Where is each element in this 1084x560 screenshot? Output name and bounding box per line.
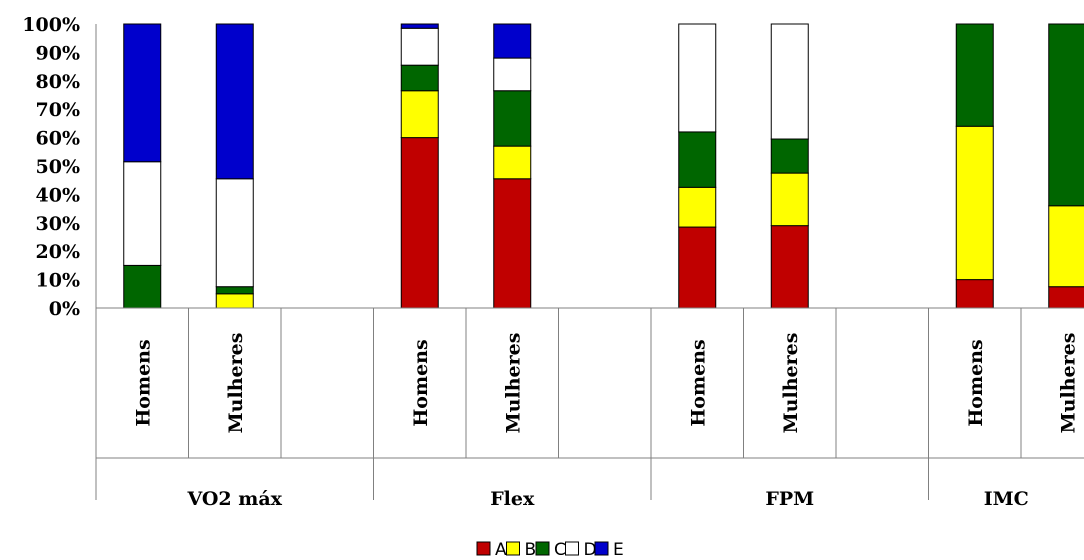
bar-segment-C [770, 138, 809, 174]
category-labels: Homens Mulheres Homens Mulheres Homens Mulher… [132, 333, 1079, 434]
legend-swatch-E [594, 541, 609, 556]
legend-label: A [495, 540, 507, 560]
bar-segment-C [1048, 23, 1084, 207]
bar-segment-E [123, 23, 162, 163]
bars-area [123, 23, 1084, 309]
bar-segment-E [400, 23, 439, 29]
y-tick-label: 70% [36, 99, 81, 121]
bar-segment-A [955, 279, 994, 309]
group-label: Flex [490, 488, 535, 510]
bar-segment-D [400, 27, 439, 66]
bar-segment-D [493, 57, 532, 92]
y-tick-label: 100% [22, 14, 80, 36]
category-label: Homens [132, 339, 154, 426]
y-tick-label: 60% [36, 128, 81, 150]
category-label: Homens [410, 339, 432, 426]
y-axis-ticks: 0% 10% 20% 30% 40% 50% 60% 70% 80% 90% 100% [22, 14, 80, 320]
bar-segment-C [678, 131, 717, 188]
bar-segment-D [678, 23, 717, 133]
category-label: Mulheres [225, 333, 247, 434]
bar-segment-C [955, 23, 994, 127]
legend-swatch-A [476, 541, 491, 556]
group-label: VO2 máx [186, 488, 282, 510]
legend-label: B [525, 540, 537, 560]
bar-segment-E [215, 23, 254, 180]
bar-segment-A [770, 225, 809, 309]
bar-segment-B [678, 186, 717, 228]
legend-label: E [613, 540, 624, 560]
legend-swatch-C [535, 541, 550, 556]
bar-segment-B [215, 293, 254, 309]
category-label: Mulheres [502, 333, 524, 434]
y-tick-label: 90% [36, 42, 81, 64]
bar-segment-C [123, 264, 162, 309]
bar-segment-A [1048, 286, 1084, 309]
bar-segment-A [493, 178, 532, 309]
y-tick-label: 20% [36, 241, 81, 263]
group-label: FPM [765, 488, 814, 510]
bar-segment-B [1048, 205, 1084, 288]
legend-swatch-B [506, 541, 520, 556]
category-label: Homens [965, 339, 987, 426]
y-tick-label: 0% [49, 298, 80, 320]
group-label: IMC [984, 488, 1029, 510]
bar-segment-B [493, 145, 532, 180]
bar-segment-D [215, 178, 254, 288]
bar-segment-A [678, 226, 717, 309]
legend-swatch-D [565, 541, 579, 556]
bar-segment-B [400, 90, 439, 139]
category-label: Mulheres [1057, 333, 1079, 434]
category-label: Homens [687, 339, 709, 426]
category-label: Mulheres [780, 333, 802, 434]
y-tick-label: 50% [36, 156, 81, 178]
y-tick-label: 30% [36, 213, 81, 235]
bar-segment-C [400, 64, 439, 92]
y-tick-label: 40% [36, 184, 81, 206]
y-tick-label: 80% [36, 71, 81, 93]
group-labels: VO2 máx Flex FPM IMC [186, 488, 1028, 510]
bar-segment-A [400, 137, 439, 309]
y-tick-label: 10% [36, 270, 81, 292]
axes [95, 24, 1084, 500]
bar-segment-B [955, 125, 994, 281]
bar-segment-D [123, 161, 162, 266]
bar-segment-C [215, 286, 254, 295]
legend-label: C [554, 540, 566, 560]
bar-segment-E [493, 23, 532, 59]
legend-label: D [584, 540, 597, 560]
bar-segment-B [770, 172, 809, 227]
bar-segment-C [493, 90, 532, 147]
bar-segment-D [770, 23, 809, 140]
